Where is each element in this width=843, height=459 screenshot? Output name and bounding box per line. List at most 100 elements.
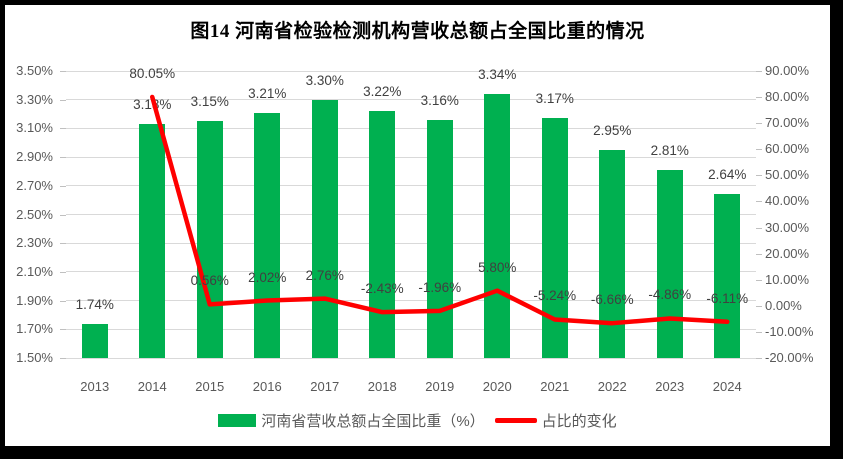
bar-data-label: 1.74%	[75, 296, 114, 312]
chart-canvas: 图14 河南省检验检测机构营收总额占全国比重的情况 1.74% 3.13% 3.15…	[5, 5, 830, 446]
line-data-label: 0.56%	[190, 273, 229, 289]
x-axis-label: 2021	[540, 379, 570, 394]
gridline	[66, 70, 756, 72]
left-axis-tick-label: 1.50%	[16, 350, 53, 365]
right-axis-tick-mark	[756, 305, 762, 307]
left-axis-tick-label: 2.90%	[16, 149, 53, 165]
line-data-label: -6.11%	[706, 290, 749, 306]
bar	[196, 121, 223, 358]
right-axis-tick-label: 70.00%	[765, 115, 810, 131]
line-data-label: 5.80%	[478, 259, 517, 275]
line-data-label: -4.86%	[648, 287, 692, 303]
x-axis-label: 2015	[195, 379, 225, 394]
bar-data-label: 3.30%	[305, 72, 344, 88]
gridline	[66, 99, 756, 101]
left-axis-tick-label: 2.70%	[16, 177, 53, 193]
left-axis-tick-label: 1.70%	[16, 321, 53, 337]
bar-data-label: 3.22%	[363, 84, 402, 100]
bar-data-label: 3.16%	[420, 92, 459, 108]
x-axis-label: 2014	[137, 379, 167, 394]
plot-area: 1.74% 3.13% 3.15% 3.21% 3.30% 3.22% 3.16% 3.34%…	[66, 66, 756, 359]
line-series-layer	[150, 94, 730, 326]
chart-title: 图14 河南省检验检测机构营收总额占全国比重的情况	[190, 21, 645, 42]
x-axis-label: 2017	[310, 379, 340, 394]
right-axis-tick-mark	[756, 331, 762, 333]
right-axis-tick-label: -10.00%	[765, 323, 814, 339]
line-data-label: -1.96%	[418, 279, 462, 295]
gridline	[66, 156, 756, 158]
bar-series-swatch-icon	[218, 413, 257, 427]
x-axis-label: 2013	[80, 379, 110, 394]
gridline	[66, 185, 756, 187]
left-axis-tick-mark	[60, 358, 66, 359]
trend-line	[150, 94, 730, 326]
line-data-label: -6.66%	[590, 292, 634, 308]
bar-data-label: 2.81%	[650, 143, 689, 158]
x-axis-label: 2020	[482, 379, 512, 394]
left-axis-tick-mark	[60, 329, 66, 331]
right-axis-tick-mark	[756, 201, 762, 203]
bar-data-label: 3.17%	[535, 91, 574, 107]
right-axis-tick-label: 60.00%	[765, 141, 810, 157]
line-data-label: 2.02%	[248, 269, 287, 285]
bar-data-label: 2.64%	[708, 167, 747, 183]
line-series-swatch-icon	[494, 417, 537, 423]
left-axis-tick-mark	[60, 300, 66, 302]
bar-data-label: 3.15%	[190, 94, 229, 110]
legend-item-line: 占比的变化	[494, 410, 617, 431]
bar-data-label: 3.34%	[478, 66, 517, 82]
right-axis-tick-mark	[756, 149, 762, 151]
x-axis-label: 2016	[252, 379, 282, 394]
right-axis-tick-mark	[756, 279, 762, 281]
x-axis-label: 2024	[712, 379, 742, 394]
legend-label-line: 占比的变化	[541, 412, 617, 430]
gridline	[66, 242, 756, 244]
legend: 河南省营收总额占全国比重（%） 占比的变化	[5, 409, 830, 431]
legend-item-bars: 河南省营收总额占全国比重（%）	[218, 410, 485, 431]
x-axis-label: 2018	[367, 379, 397, 394]
x-axis-label: 2022	[597, 379, 627, 394]
left-axis-tick-mark	[60, 157, 66, 159]
line-data-label: -2.43%	[360, 281, 404, 297]
right-axis-tick-mark	[756, 175, 762, 177]
right-axis-tick-label: 50.00%	[765, 167, 810, 183]
legend-label-bars: 河南省营收总额占全国比重（%）	[261, 412, 485, 430]
left-axis-tick-label: 2.50%	[16, 206, 53, 222]
left-axis-tick-label: 2.30%	[16, 235, 53, 251]
line-data-label: 2.76%	[305, 267, 344, 283]
line-data-label: 80.05%	[129, 65, 176, 81]
left-axis-tick-label: 1.90%	[16, 292, 53, 308]
left-axis-tick-label: 2.10%	[16, 263, 53, 279]
left-axis-tick-mark	[60, 99, 66, 101]
right-axis-tick-mark	[756, 227, 762, 229]
right-axis-tick-mark	[756, 253, 762, 255]
left-axis-tick-label: 3.30%	[16, 91, 53, 107]
bar	[369, 111, 396, 358]
bar-data-label: 2.95%	[593, 122, 632, 138]
right-axis-tick-label: 30.00%	[765, 219, 810, 235]
left-axis-tick-mark	[60, 71, 66, 72]
right-axis-tick-mark	[756, 358, 762, 359]
left-axis-tick-mark	[60, 128, 66, 130]
bar	[714, 194, 741, 358]
left-axis-tick-label: 3.10%	[16, 120, 53, 136]
right-axis-tick-label: 90.00%	[765, 63, 810, 78]
bar	[656, 170, 683, 358]
gridline	[66, 214, 756, 215]
bar-data-label: 3.21%	[248, 85, 287, 101]
line-data-label: -5.24%	[533, 288, 577, 304]
bar	[484, 93, 511, 358]
right-axis-tick-label: -20.00%	[765, 350, 814, 365]
right-axis-tick-label: 10.00%	[765, 271, 810, 287]
bar	[254, 112, 281, 358]
right-axis-tick-mark	[756, 71, 762, 72]
x-axis-label: 2023	[655, 379, 685, 394]
right-axis-tick-label: 0.00%	[765, 297, 802, 313]
bar	[139, 124, 166, 358]
right-axis-tick-label: 40.00%	[765, 193, 810, 209]
bar	[311, 99, 338, 358]
gridline	[66, 328, 756, 330]
right-axis-tick-mark	[756, 97, 762, 99]
gridline	[66, 127, 756, 129]
